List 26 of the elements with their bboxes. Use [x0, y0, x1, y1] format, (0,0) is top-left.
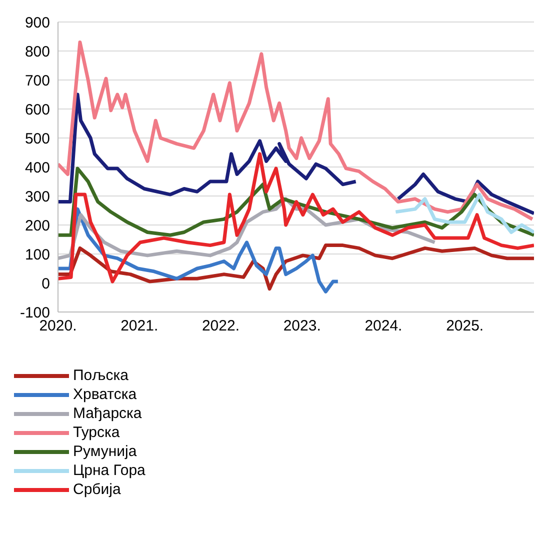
- y-tick-label: 200: [24, 217, 50, 234]
- line-series: [58, 244, 534, 291]
- y-tick-label: 100: [24, 246, 50, 264]
- y-tick-label: 500: [24, 130, 50, 148]
- x-tick-label: 2025.: [446, 318, 484, 335]
- y-tick-label: 400: [24, 159, 50, 176]
- legend-label: Турска: [73, 424, 120, 441]
- line-series: [58, 152, 534, 284]
- legend-label: Црна Гора: [73, 462, 146, 479]
- legend-label: Румунија: [73, 443, 137, 460]
- y-tick-label: 0: [42, 275, 50, 292]
- y-tick-label: 300: [24, 188, 50, 206]
- legend-label: Србија: [73, 481, 121, 498]
- y-tick-label: 600: [24, 101, 50, 118]
- y-tick-label: 900: [24, 14, 50, 32]
- y-tick-label: 700: [24, 72, 50, 90]
- legend-label: Пољска: [73, 367, 128, 384]
- x-tick-label: 2023.: [283, 318, 321, 335]
- y-tick-label: 800: [24, 43, 50, 60]
- line-series: [394, 192, 534, 234]
- x-tick-label: 2021.: [120, 318, 158, 335]
- x-tick-label: 2022.: [202, 318, 240, 335]
- legend-label: Хрватска: [73, 386, 137, 403]
- x-tick-label: 2024.: [364, 318, 402, 335]
- line-series: [58, 40, 534, 221]
- legend-label: Мађарска: [73, 405, 142, 422]
